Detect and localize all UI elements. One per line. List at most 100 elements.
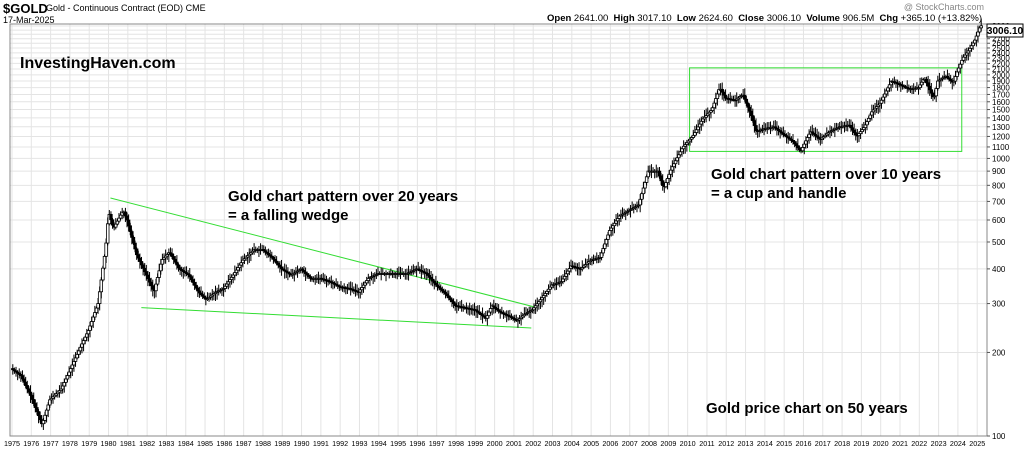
candle-up <box>97 291 102 304</box>
candle-up <box>81 340 86 345</box>
wedge-caption-line1: Gold chart pattern over 20 years <box>228 188 458 205</box>
wedge-lower-line <box>141 307 532 329</box>
candle-up <box>883 93 887 98</box>
candle-down <box>33 403 38 408</box>
candle-up <box>918 84 922 88</box>
x-tick-label: 2002 <box>525 439 541 448</box>
candle-up <box>670 166 675 171</box>
footer-caption: Gold price chart on 50 years <box>706 400 908 417</box>
cup-caption-line2: = a cup and handle <box>711 185 846 202</box>
x-tick-label: 2020 <box>873 439 889 448</box>
volume-value: 906.5M <box>842 13 875 24</box>
candle-down <box>751 115 755 121</box>
price-tag-text: 3006.10 <box>987 26 1024 37</box>
candle-down <box>661 180 665 186</box>
candle-down <box>173 258 177 263</box>
candle-down <box>176 264 181 269</box>
candle-up <box>694 129 699 133</box>
candle-up <box>78 346 83 352</box>
x-tick-label: 2015 <box>776 439 792 448</box>
candle-up <box>117 217 121 222</box>
candle-up <box>106 223 110 244</box>
candle-down <box>134 248 139 256</box>
x-axis: 1975 1976 1977 1978 1979 1980 1981 1982 1983 1984… <box>4 439 985 448</box>
candle-down <box>138 257 142 262</box>
candle-up <box>953 76 958 82</box>
candle-down <box>28 391 33 396</box>
chart-grid <box>10 24 987 437</box>
candle-up <box>672 163 676 168</box>
candle-up <box>669 169 673 175</box>
chg-value: +365.10 (+13.82%) <box>900 13 982 24</box>
candle-up <box>157 270 161 278</box>
candle-down <box>23 381 28 386</box>
candle-up <box>673 160 678 165</box>
candle-down <box>929 89 934 94</box>
x-tick-label: 1980 <box>101 439 117 448</box>
candle-up <box>802 143 806 148</box>
y-tick-label: 2000 <box>992 71 1010 80</box>
volume-label: Volume <box>806 13 840 24</box>
candle-up <box>62 382 66 387</box>
candle-down <box>194 284 198 289</box>
y-tick-label: 900 <box>992 167 1006 176</box>
candle-up <box>638 198 642 206</box>
y-tick-label: 1500 <box>992 106 1010 115</box>
x-tick-label: 2006 <box>602 439 618 448</box>
candle-up <box>675 157 679 162</box>
candle-up <box>698 123 702 128</box>
y-tick-label: 1900 <box>992 77 1010 86</box>
x-tick-label: 2017 <box>815 439 831 448</box>
y-tick-label: 1600 <box>992 98 1010 107</box>
candle-up <box>886 87 890 92</box>
x-tick-label: 1982 <box>139 439 155 448</box>
candle-up <box>879 99 884 104</box>
candle-up <box>603 243 607 249</box>
x-tick-label: 1986 <box>216 439 232 448</box>
candle-down <box>143 267 147 273</box>
candle-up <box>155 277 160 285</box>
candle-up <box>715 93 720 99</box>
wedge-caption-line2: = a falling wedge <box>228 207 348 224</box>
x-tick-label: 1978 <box>62 439 78 448</box>
candle-up <box>920 81 924 86</box>
x-tick-label: 2024 <box>950 439 966 448</box>
y-tick-label: 2700 <box>992 35 1010 44</box>
high-label: High <box>613 13 635 24</box>
x-tick-label: 1977 <box>43 439 59 448</box>
candle-down <box>30 395 34 400</box>
x-tick-label: 1987 <box>236 439 252 448</box>
candle-up <box>640 193 644 200</box>
price-tag: 3006.10 <box>986 23 1024 38</box>
candle-down <box>144 271 149 276</box>
x-tick-label: 1985 <box>197 439 213 448</box>
candle-up <box>710 107 715 111</box>
candle-up <box>599 252 604 258</box>
candle-up <box>884 90 889 95</box>
candle-down <box>926 82 930 87</box>
candle-down <box>170 253 174 257</box>
x-tick-label: 2007 <box>622 439 638 448</box>
exchange-text: CME <box>185 3 206 13</box>
candle-up <box>96 303 100 309</box>
y-tick-label: 2400 <box>992 49 1010 58</box>
candle-up <box>69 368 73 373</box>
candle-up <box>70 364 75 369</box>
candle-up <box>800 147 805 152</box>
candle-up <box>699 120 704 125</box>
candle-down <box>25 385 29 390</box>
candle-up <box>44 409 49 416</box>
candle-up <box>48 399 52 406</box>
candle-down <box>928 85 932 91</box>
candle-up <box>86 330 91 335</box>
candle-down <box>196 287 200 292</box>
candle-up <box>807 133 811 138</box>
x-tick-label: 1975 <box>4 439 20 448</box>
x-tick-label: 1992 <box>332 439 348 448</box>
candle-up <box>868 114 872 119</box>
candle-up <box>863 124 868 129</box>
x-tick-label: 2009 <box>660 439 676 448</box>
x-tick-label: 2014 <box>757 439 773 448</box>
candle-up <box>104 242 108 257</box>
candle-up <box>804 140 808 145</box>
